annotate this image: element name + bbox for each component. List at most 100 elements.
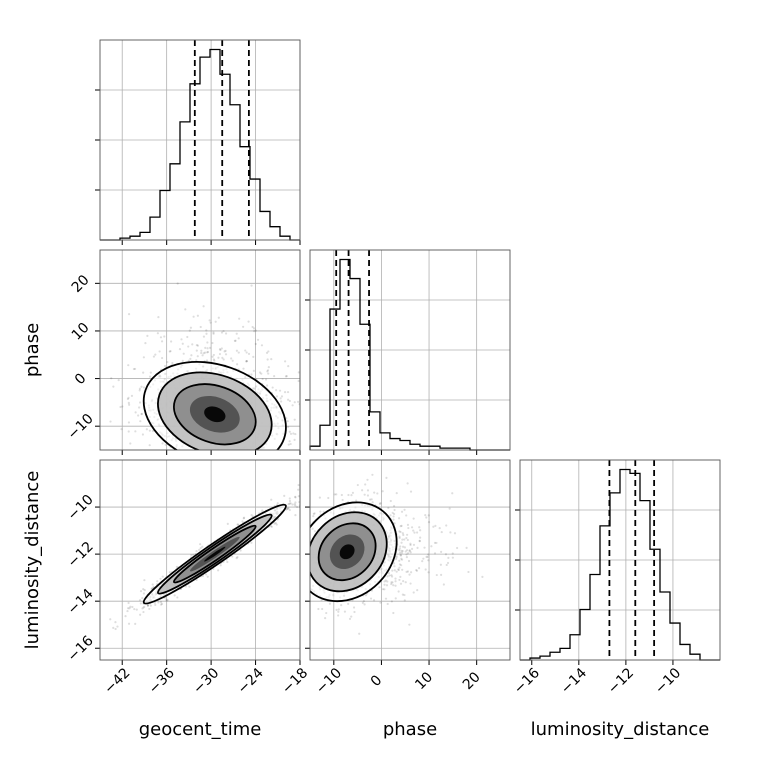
sample-point: [307, 490, 309, 492]
sample-point: [403, 508, 406, 511]
sample-point: [205, 573, 208, 576]
x-tick-label: −12: [605, 665, 637, 697]
sample-point: [395, 555, 398, 558]
sample-point: [212, 331, 215, 334]
sample-point: [244, 452, 246, 454]
sample-point: [140, 413, 143, 416]
sample-point: [232, 451, 234, 453]
sample-point: [387, 506, 390, 510]
sample-point: [453, 532, 457, 535]
sample-point: [127, 396, 130, 399]
sample-point: [170, 340, 173, 343]
sample-point: [297, 577, 299, 579]
sample-point: [275, 389, 278, 392]
sample-point: [250, 373, 253, 376]
sample-point: [288, 508, 291, 512]
sample-point: [305, 495, 307, 497]
sample-point: [399, 530, 402, 534]
sample-point: [154, 603, 157, 607]
x-tick-label: −30: [190, 665, 222, 697]
sample-point: [398, 547, 401, 550]
sample-point: [340, 604, 343, 607]
sample-point: [287, 605, 289, 607]
sample-point: [201, 472, 203, 474]
sample-point: [406, 570, 410, 573]
sample-point: [381, 588, 385, 591]
sample-point: [337, 608, 340, 611]
sample-point: [427, 571, 430, 574]
hist-bin: [160, 190, 170, 240]
sample-point: [401, 568, 404, 571]
sample-point: [388, 574, 391, 577]
joint-panel-phase-luminosity-distance: −10 0 10 20: [286, 459, 511, 697]
sample-point: [138, 401, 142, 404]
sample-point: [405, 536, 408, 540]
sample-point: [127, 601, 130, 605]
sample-point: [397, 590, 400, 593]
sample-point: [434, 524, 437, 528]
sample-point: [392, 512, 396, 516]
sample-point: [166, 598, 169, 602]
sample-point: [206, 350, 210, 354]
sample-point: [177, 452, 179, 454]
sample-point: [240, 475, 242, 477]
sample-point: [287, 503, 290, 506]
sample-point: [156, 580, 159, 583]
sample-point: [288, 499, 292, 503]
sample-point: [294, 563, 296, 565]
sample-point: [134, 622, 137, 625]
sample-point: [306, 570, 308, 572]
sample-point: [286, 507, 289, 511]
sample-point: [196, 344, 200, 347]
sample-point: [153, 601, 156, 604]
sample-point: [127, 421, 131, 424]
sample-point: [212, 332, 215, 335]
sample-point: [254, 329, 257, 332]
sample-point: [366, 489, 370, 492]
panel-frame: [99, 249, 301, 451]
sample-point: [304, 557, 306, 559]
sample-point: [364, 483, 367, 486]
sample-point: [286, 567, 288, 569]
sample-point: [306, 493, 308, 495]
sample-point: [303, 564, 305, 566]
sample-point: [288, 440, 291, 443]
sample-point: [397, 568, 400, 572]
sample-point: [399, 575, 402, 578]
sample-point: [391, 511, 394, 514]
hist-bin: [600, 526, 610, 660]
sample-point: [133, 463, 135, 465]
sample-point: [261, 509, 264, 512]
sample-point: [307, 545, 309, 547]
sample-point: [214, 320, 217, 323]
sample-point: [424, 568, 427, 571]
sample-point: [361, 489, 364, 492]
sample-point: [389, 514, 392, 517]
sample-point: [294, 496, 297, 499]
sample-point: [134, 430, 137, 433]
sample-point: [301, 489, 303, 491]
sample-point: [249, 476, 251, 478]
sample-point: [427, 553, 430, 556]
sample-point: [189, 326, 193, 329]
sample-point: [403, 546, 407, 549]
sample-point: [158, 350, 161, 353]
sample-point: [402, 533, 405, 537]
sample-point: [291, 404, 294, 407]
sample-point: [337, 614, 340, 617]
sample-point: [287, 365, 290, 368]
sample-point: [206, 351, 209, 354]
sample-point: [173, 594, 176, 597]
sample-point: [307, 555, 309, 557]
sample-point: [195, 344, 198, 347]
sample-point: [363, 603, 366, 606]
sample-point: [409, 551, 412, 554]
sample-point: [139, 613, 142, 616]
sample-point: [445, 563, 448, 567]
joint-panel-geocent-time-phase: −10 0 10 20: [65, 249, 301, 478]
sample-point: [261, 377, 264, 381]
sample-point: [283, 391, 287, 394]
sample-point: [227, 465, 229, 467]
sample-point: [389, 499, 392, 503]
sample-point: [395, 492, 398, 495]
